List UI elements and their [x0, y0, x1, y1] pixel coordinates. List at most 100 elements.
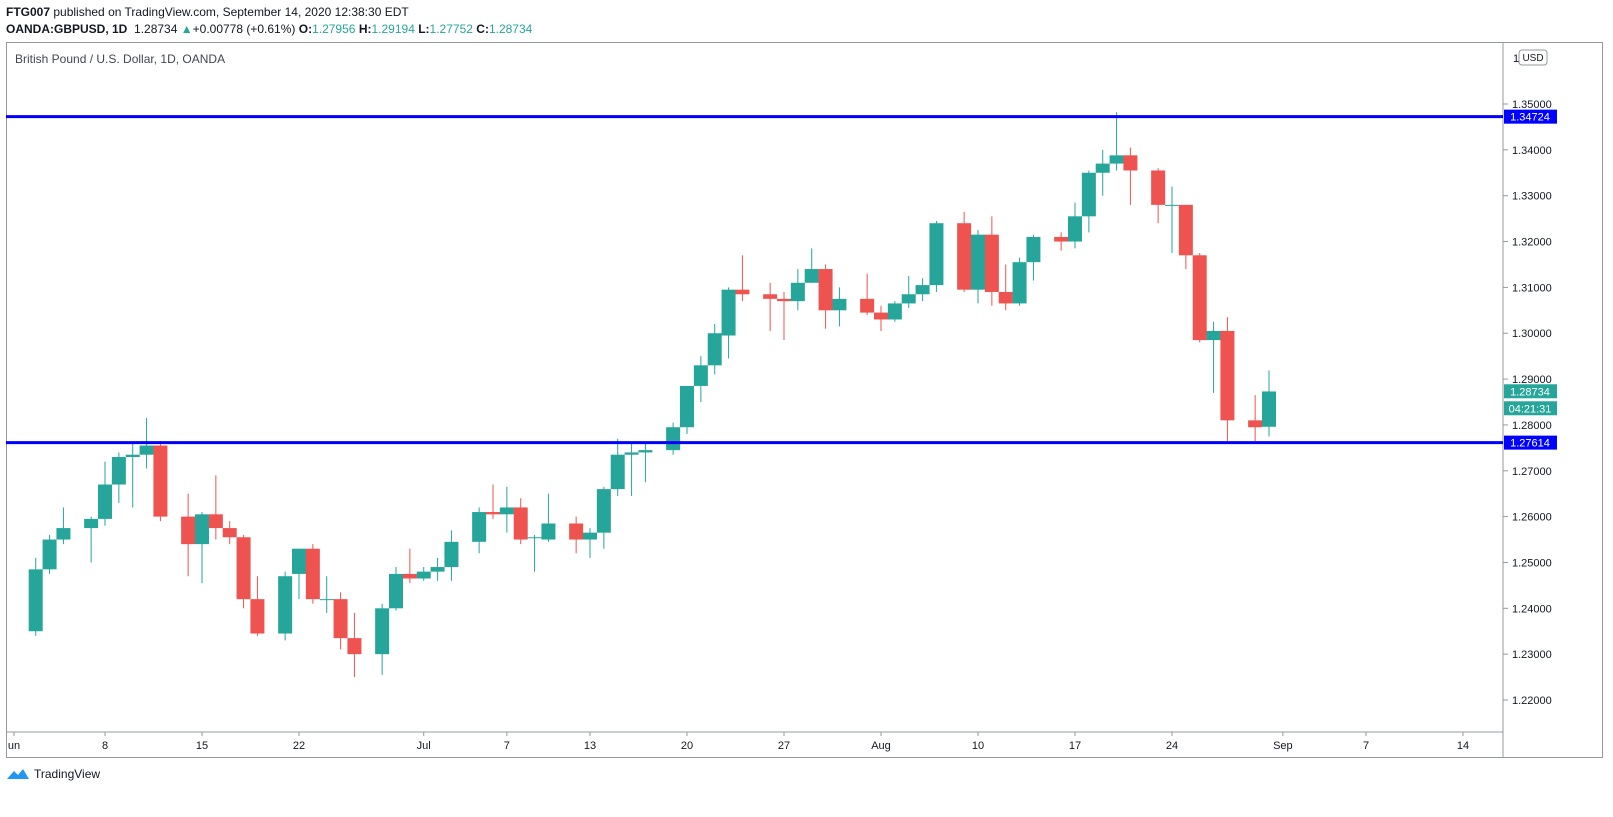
candle-body	[56, 528, 71, 540]
candles-layer	[28, 112, 1276, 678]
countdown-badge	[1504, 401, 1557, 416]
candle	[195, 512, 209, 584]
candle-body	[666, 427, 681, 451]
candle	[680, 385, 694, 435]
candle	[1026, 234, 1041, 281]
x-tick-label: 22	[293, 740, 305, 752]
candle-body	[541, 523, 556, 540]
horizontal-lines-layer[interactable]	[6, 115, 1503, 445]
candle-body	[887, 303, 902, 320]
chart-title: British Pound / U.S. Dollar, 1D, OANDA	[15, 52, 225, 66]
candle	[1081, 170, 1096, 233]
candle	[818, 264, 833, 329]
candle-body	[292, 548, 306, 574]
candle	[111, 452, 126, 503]
candle	[472, 507, 487, 554]
y-tick-label: 1.31000	[1512, 282, 1552, 294]
candle	[707, 324, 722, 375]
candle	[402, 548, 417, 584]
candle-body	[984, 234, 999, 292]
candle	[693, 356, 708, 402]
candle	[569, 516, 584, 554]
candle-body	[721, 289, 736, 336]
candle	[430, 557, 445, 581]
x-tick-label: Jul	[417, 740, 431, 752]
candle	[929, 220, 944, 292]
candle-body	[486, 512, 500, 515]
candle-body	[901, 294, 916, 304]
candle	[527, 534, 542, 572]
candle-body	[596, 489, 611, 533]
candle-body	[430, 567, 445, 572]
y-tick-label: 1.32000	[1512, 237, 1552, 249]
candle	[292, 548, 306, 600]
candle	[1220, 317, 1235, 441]
candle-body	[763, 294, 778, 299]
low-value: 1.27752	[429, 22, 473, 36]
publish-text: published on TradingView.com, September …	[53, 5, 409, 19]
candle-body	[971, 234, 985, 290]
candle	[125, 440, 140, 508]
candle	[984, 216, 999, 306]
candle-body	[1220, 330, 1235, 421]
footer-brand[interactable]: TradingView	[6, 767, 100, 781]
candle-body	[181, 516, 196, 545]
currency-badge: USD	[1522, 53, 1543, 64]
high-value: 1.29194	[371, 22, 415, 36]
candle	[1095, 149, 1110, 196]
candle-body	[860, 298, 875, 313]
horizontal-line-badge	[1504, 435, 1557, 450]
candle-body	[1192, 255, 1207, 341]
last-price-value: 1.28734	[1510, 386, 1550, 398]
last-price-badge	[1504, 384, 1557, 399]
candle	[250, 576, 265, 636]
candle-body	[1206, 330, 1221, 341]
candle-body	[1151, 170, 1166, 205]
candle	[971, 230, 985, 304]
candle-body	[444, 541, 459, 568]
candle	[915, 278, 930, 302]
author-name[interactable]: FTG007	[6, 5, 51, 19]
candle	[1206, 321, 1221, 393]
candle-body	[569, 523, 584, 540]
x-tick-label: Aug	[871, 740, 891, 752]
high-label: H:	[358, 22, 372, 36]
candle-body	[1095, 163, 1110, 173]
candle-body	[28, 569, 43, 632]
currency-badge-box[interactable]	[1518, 49, 1548, 66]
candle-body	[1054, 236, 1069, 242]
candle-body	[638, 450, 653, 453]
candle-body	[610, 454, 625, 490]
candle-body	[1248, 420, 1263, 428]
x-tick-label: 17	[1069, 740, 1081, 752]
x-tick-label: 20	[681, 740, 693, 752]
candle	[887, 301, 902, 322]
candle-body	[84, 518, 99, 529]
symbol-label: OANDA:GBPUSD, 1D	[6, 22, 128, 36]
candle	[1054, 232, 1069, 251]
candle	[375, 603, 390, 675]
candle	[499, 486, 514, 533]
candle	[1262, 370, 1276, 437]
candle-body	[818, 269, 833, 311]
y-tick-label: 1.30000	[1512, 328, 1552, 340]
change-arrow-icon: ▲	[180, 22, 193, 36]
candle-body	[402, 573, 417, 579]
candle	[513, 498, 528, 545]
candle	[486, 484, 500, 519]
y-tick-label: 1.34000	[1512, 145, 1552, 157]
candle	[901, 275, 916, 309]
x-tick-label: un	[8, 740, 20, 752]
y-tick-label: 1.22000	[1512, 695, 1552, 707]
x-tick-label: Sep	[1273, 740, 1293, 752]
price-axis[interactable]: 1.35000 1.34000 1.33000 1.32000 1.31000 1.300…	[1503, 99, 1552, 707]
candle-body	[1165, 204, 1179, 206]
x-tick-label: 24	[1166, 740, 1178, 752]
candle-body	[777, 298, 791, 302]
candle	[541, 493, 556, 542]
time-axis[interactable]: un 8 15 22 Jul 7 13 20 27 Aug 10 17 24 Sep 7 14	[8, 732, 1469, 752]
candle	[42, 534, 57, 574]
candle-body	[139, 445, 154, 455]
candle-body	[250, 599, 265, 634]
